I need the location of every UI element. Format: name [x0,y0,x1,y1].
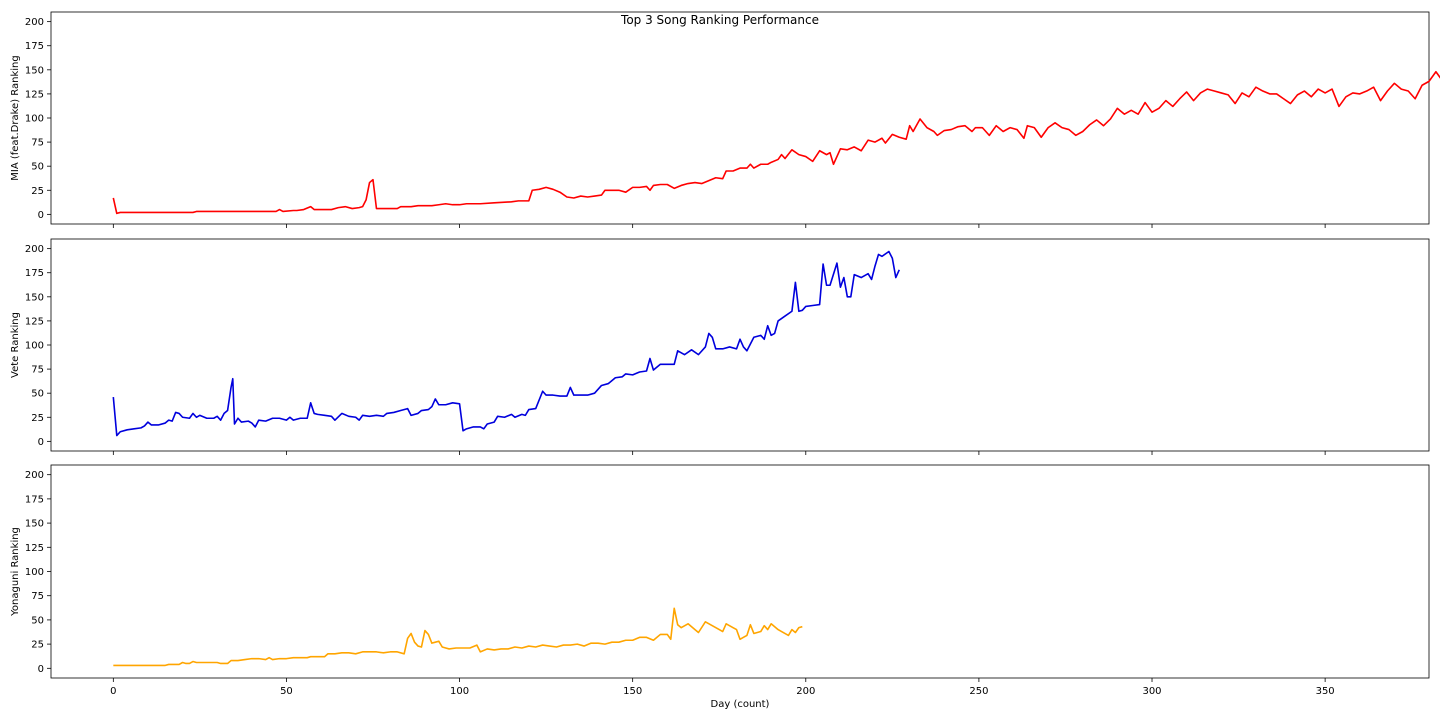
y-tick-label: 150 [25,519,44,530]
y-axis-label: MIA (feat.Drake) Ranking [10,55,21,180]
y-tick-label: 75 [31,365,44,376]
panels: 0 25 50 75 100 125 150 175 200 MIA (feat.Drake) R… [10,11,1440,697]
panel-2: 0 25 50 75 100 125 150 175 200 Vete Ranking [10,238,1430,455]
panel-1: 0 25 50 75 100 125 150 175 200 MIA (feat.Drake) R… [10,11,1440,228]
chart-title: Top 3 Song Ranking Performance [620,13,819,27]
x-axis-label: Day (count) [711,699,770,710]
y-tick-label: 100 [25,567,44,578]
y-tick-label: 125 [25,89,44,100]
y-tick-label: 25 [31,186,44,197]
y-tick-label: 0 [38,210,44,221]
x-tick-label: 100 [450,686,469,697]
x-tick-label: 200 [796,686,815,697]
y-tick-label: 200 [25,244,44,255]
x-tick-label: 50 [280,686,293,697]
x-tick-label: 250 [969,686,988,697]
x-tick-label: 350 [1316,686,1335,697]
y-tick-label: 175 [25,41,44,52]
series-line [112,250,900,437]
y-tick-label: 50 [31,162,44,173]
y-tick-label: 125 [25,543,44,554]
y-tick-label: 0 [38,437,44,448]
y-tick-label: 100 [25,114,44,125]
y-tick-label: 175 [25,494,44,505]
y-tick-label: 25 [31,640,44,651]
x-tick-label: 0 [110,686,116,697]
y-tick-label: 100 [25,341,44,352]
x-tick-label: 300 [1142,686,1161,697]
y-axis-label: Vete Ranking [10,312,21,378]
series-line [112,70,1440,215]
y-tick-label: 0 [38,664,44,675]
y-tick-label: 150 [25,65,44,76]
y-tick-label: 25 [31,413,44,424]
y-tick-label: 200 [25,17,44,28]
series-line [113,607,803,667]
y-tick-label: 50 [31,389,44,400]
y-tick-label: 50 [31,615,44,626]
y-tick-label: 200 [25,470,44,481]
y-tick-label: 75 [31,138,44,149]
y-tick-label: 175 [25,268,44,279]
y-tick-label: 150 [25,292,44,303]
panel-3: 0 25 50 75 100 125 150 175 200 0 50 100 150 200 250 300… [10,464,1430,697]
y-tick-label: 125 [25,316,44,327]
y-tick-label: 75 [31,591,44,602]
y-axis-label: Yonaguni Ranking [10,527,21,617]
x-tick-label: 150 [623,686,642,697]
